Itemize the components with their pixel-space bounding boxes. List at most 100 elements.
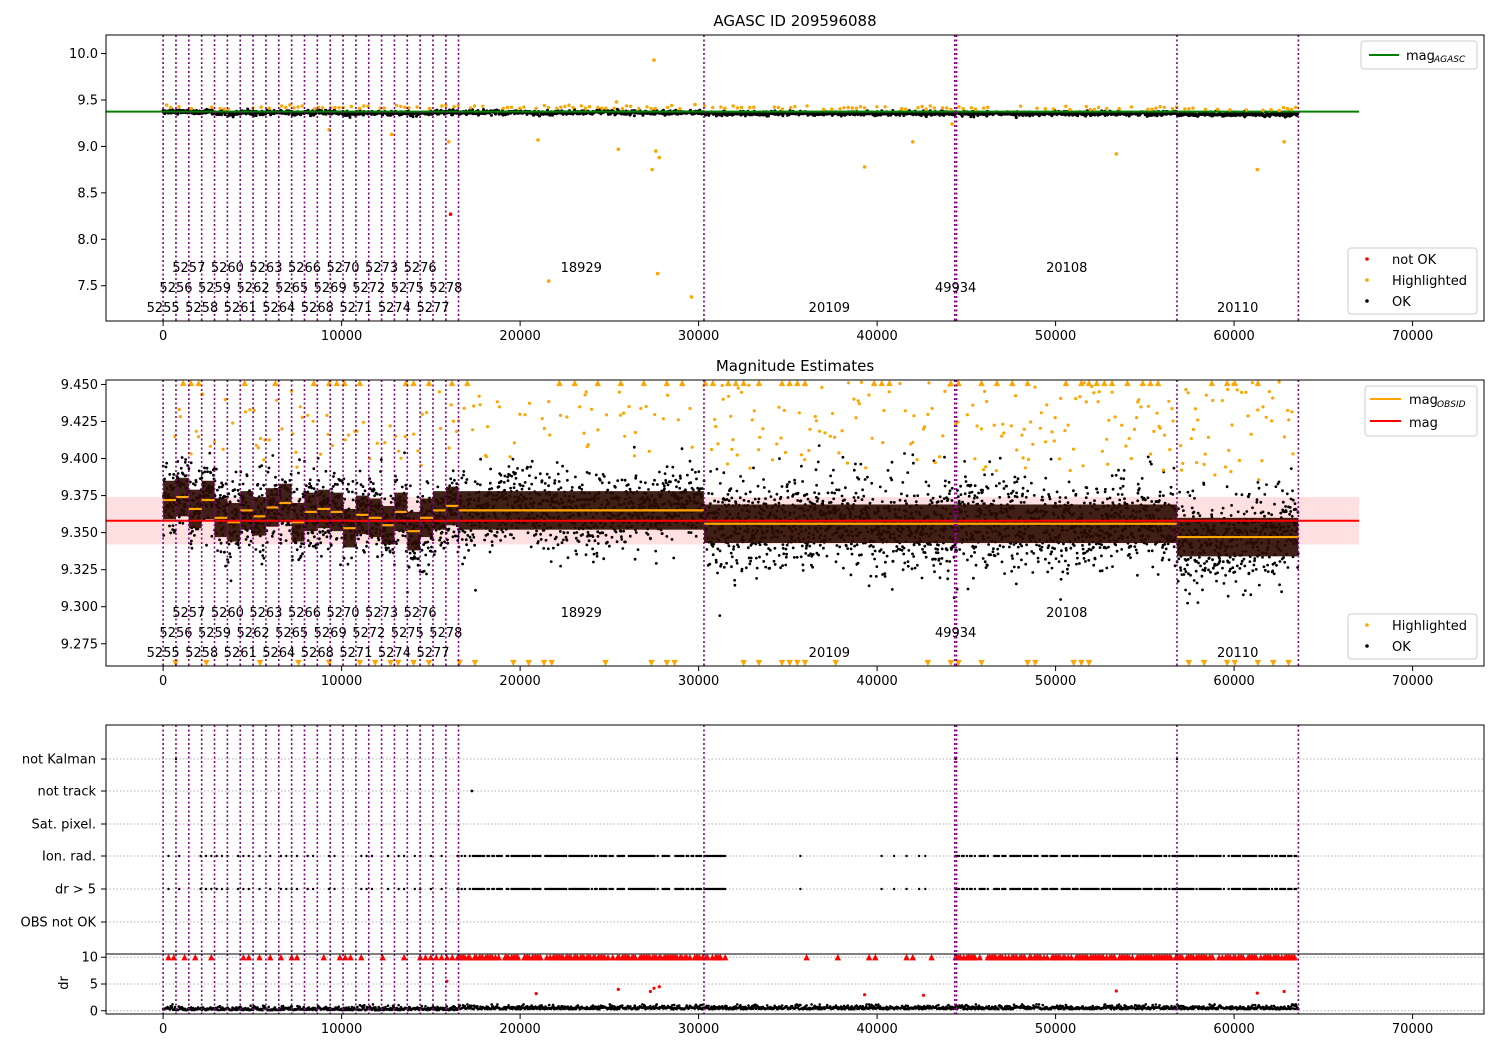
data-point [548,113,552,117]
data-point [466,534,470,537]
data-point [503,535,507,538]
data-point [218,106,222,111]
data-point [596,530,600,534]
data-point [288,529,291,533]
data-point [358,469,362,473]
data-point [462,470,466,473]
data-point [545,472,549,476]
data-point [258,550,262,554]
dr-axis-label: dr [57,976,72,990]
data-point [705,548,709,551]
data-point [457,530,461,534]
data-point [433,549,437,553]
top-panel-frame [105,34,1485,322]
data-point [1261,108,1265,112]
observation-label: 5266 [288,261,321,276]
data-point [535,529,538,533]
data-point [634,474,638,478]
data-point [440,104,444,108]
data-point [795,555,799,559]
data-point [961,107,965,111]
data-point [579,104,583,108]
data-point [960,114,964,118]
data-point [622,529,626,533]
data-point [309,541,312,545]
data-point [200,476,204,480]
observation-label: 20110 [1217,301,1258,316]
data-point [197,469,201,473]
data-point [228,552,232,556]
data-point [801,569,805,572]
data-point [357,106,362,111]
data-point [489,467,492,471]
data-point [421,494,425,498]
data-point [172,473,176,476]
data-point [542,103,547,108]
data-point [256,482,260,486]
data-point [932,106,937,110]
data-point [663,472,667,475]
data-point [479,457,482,461]
data-point [450,481,454,485]
data-point [488,487,491,491]
data-point [465,478,469,481]
data-point [634,476,638,480]
data-point [426,546,430,550]
data-point [546,547,550,551]
data-point [575,552,578,556]
data-point [429,549,433,553]
observation-label: 5275 [391,281,424,296]
data-point [337,106,341,110]
data-point [446,541,450,545]
top-highlighted-points [165,58,1298,299]
data-point [718,482,722,485]
data-point [383,497,387,501]
data-point [805,104,809,108]
data-point [762,486,766,489]
data-point [271,454,275,457]
data-point [440,530,444,534]
data-point [1146,107,1150,111]
data-point [754,556,758,560]
data-point [580,483,584,487]
data-point [804,546,808,550]
data-point [764,497,767,500]
data-point [752,105,756,109]
data-point [688,459,692,463]
data-point [464,538,468,542]
data-point [1064,104,1068,109]
data-point [1155,114,1159,118]
data-point [208,451,212,455]
data-point [972,115,976,119]
data-point [456,535,460,538]
data-point [416,500,419,503]
data-point [347,482,350,486]
data-point [862,106,867,110]
data-point [209,471,213,475]
data-point [490,544,494,547]
data-point [481,104,485,109]
data-point [351,490,354,494]
data-point [351,480,355,483]
data-point [808,544,812,548]
data-point [335,537,339,540]
data-point [506,475,510,479]
data-point [702,104,707,108]
data-point [297,471,300,475]
data-point [744,566,748,570]
data-point [738,496,742,500]
data-point [324,469,328,473]
data-point [1244,108,1249,112]
data-point [279,541,283,545]
data-point [949,107,953,112]
data-point [751,501,754,505]
data-point [345,487,349,491]
data-point [461,562,464,566]
data-point [362,104,366,108]
data-point [623,478,627,482]
data-point [292,106,296,110]
data-point [436,485,440,489]
data-point [407,565,411,569]
data-point [224,564,228,568]
data-point [785,543,789,547]
